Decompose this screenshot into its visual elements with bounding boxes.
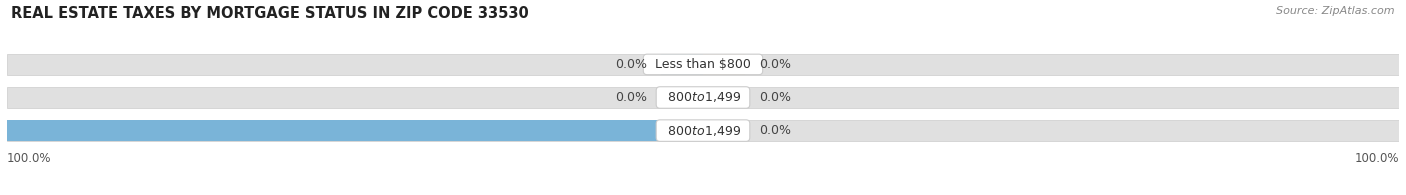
Text: REAL ESTATE TAXES BY MORTGAGE STATUS IN ZIP CODE 33530: REAL ESTATE TAXES BY MORTGAGE STATUS IN …: [11, 6, 529, 21]
Bar: [7, 54, 1399, 75]
Text: Source: ZipAtlas.com: Source: ZipAtlas.com: [1277, 6, 1395, 16]
Text: 0.0%: 0.0%: [759, 58, 790, 71]
Text: 0.0%: 0.0%: [616, 58, 647, 71]
Text: $800 to $1,499: $800 to $1,499: [659, 90, 747, 105]
Text: 100.0%: 100.0%: [7, 152, 52, 165]
Bar: [7, 87, 1399, 108]
Text: 0.0%: 0.0%: [616, 91, 647, 104]
Bar: [703, 120, 745, 141]
Text: 100.0%: 100.0%: [1354, 152, 1399, 165]
Text: $800 to $1,499: $800 to $1,499: [659, 124, 747, 138]
Bar: [703, 87, 745, 108]
Bar: [661, 87, 703, 108]
Bar: [661, 54, 703, 75]
Text: Less than $800: Less than $800: [647, 58, 759, 71]
Text: 0.0%: 0.0%: [759, 124, 790, 137]
Text: 0.0%: 0.0%: [759, 91, 790, 104]
Bar: [7, 120, 1399, 141]
Bar: [703, 54, 745, 75]
Bar: [7, 120, 703, 141]
